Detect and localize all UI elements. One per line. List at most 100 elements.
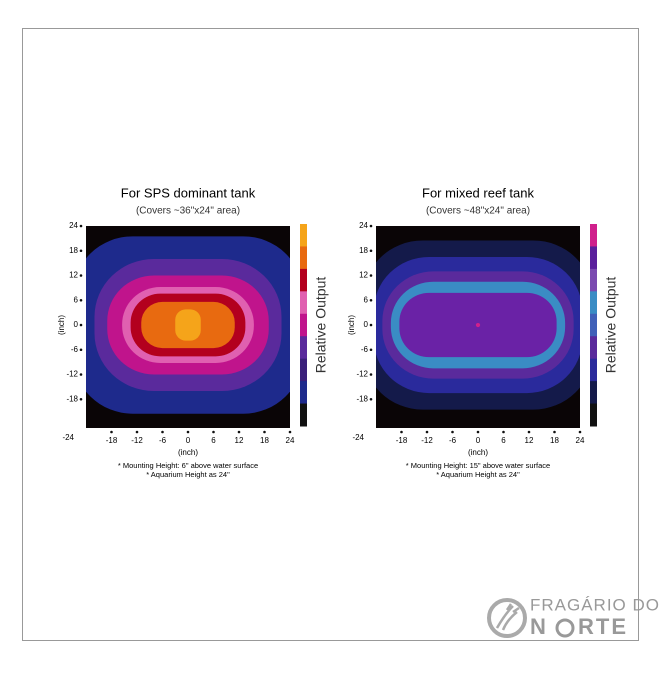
tick-dot [369,348,373,352]
tick-dot [79,274,83,277]
panel-subtitle: (Covers ~36"x24" area) [136,206,240,217]
y-tick-label: -24 [62,433,74,442]
panel-title: For SPS dominant tank [121,185,256,200]
logo-text: N [530,614,548,639]
y-tick-label: 12 [359,271,368,280]
colorbar-segment [590,358,597,382]
colorbar-segment [590,246,597,270]
tick-dot [135,430,139,434]
y-tick-label: 6 [74,295,79,304]
x-tick-label: 0 [186,436,191,445]
tick-dot [451,430,454,434]
tick-dot [369,373,373,376]
tick-dot [578,430,582,434]
y-tick-label: 12 [69,271,78,280]
colorbar-segment [590,291,597,315]
x-tick-label: 6 [501,436,506,445]
colorbar-segment [590,313,597,337]
colorbar-segment [590,403,597,427]
y-tick-label: -18 [66,394,78,403]
colorbar-segment [300,291,307,315]
colorbar-segment [300,246,307,270]
note: * Aquarium Height as 24" [146,470,230,479]
panel-subtitle: (Covers ~48"x24" area) [426,206,530,217]
note: * Mounting Height: 6" above water surfac… [118,461,258,470]
tick-dot [369,397,373,401]
colorbar-segment [300,268,307,292]
note: * Mounting Height: 15" above water surfa… [406,461,550,470]
colorbar-segment [300,224,307,247]
y-tick-label: -12 [356,370,368,379]
x-tick-label: -18 [396,436,408,445]
tick-dot [79,323,83,327]
colorbar-segment [590,336,597,360]
colorbar-segment [300,313,307,337]
colorbar-segment [590,268,597,292]
tick-dot [79,373,83,376]
tick-dot [369,298,373,302]
y-tick-label: 0 [74,320,79,329]
colorbar-label: Relative Output [603,277,619,374]
colorbar-segment [300,336,307,360]
tick-dot [79,298,83,302]
tick-dot [161,430,164,434]
tick-dot [79,249,83,253]
tick-dot [369,224,373,228]
logo-icon [487,598,527,638]
tick-dot [79,224,83,228]
tick-dot [425,430,429,434]
x-tick-label: -12 [131,436,143,445]
tick-dot [186,430,190,434]
logo-o [555,618,575,638]
y-axis-label: (inch) [57,315,66,335]
x-tick-label: 12 [235,436,244,445]
y-tick-label: 24 [69,221,78,230]
plot-area [86,226,290,428]
x-tick-label: 12 [525,436,534,445]
x-axis-label: (inch) [178,448,198,457]
panel-title: For mixed reef tank [422,185,534,200]
tick-dot [212,430,215,434]
frame [22,28,639,641]
y-tick-label: 18 [359,246,368,255]
tick-dot [502,430,505,434]
colorbar-segment [590,381,597,405]
x-tick-label: -18 [106,436,118,445]
x-tick-label: 6 [211,436,216,445]
contour-band [175,309,201,341]
note: * Aquarium Height as 24" [436,470,520,479]
tick-dot [369,249,373,253]
x-tick-label: 0 [476,436,481,445]
tick-dot [476,430,480,434]
contour-panel: For mixed reef tank (Covers ~48"x24" area… [347,185,619,479]
colorbar-label: Relative Output [313,277,329,374]
x-tick-label: -12 [421,436,433,445]
logo-text: FRAGÁRIO DO [530,595,660,614]
x-tick-label: 24 [576,436,585,445]
y-axis-label: (inch) [347,315,356,335]
x-tick-label: 24 [286,436,295,445]
tick-dot [110,430,113,434]
x-tick-label: -6 [449,436,457,445]
y-tick-label: 18 [69,246,78,255]
y-tick-label: -24 [352,433,364,442]
y-tick-label: 24 [359,221,368,230]
colorbar-segment [590,224,597,247]
colorbar-segment [300,358,307,382]
colorbar-segment [300,403,307,427]
tick-dot [237,430,241,434]
logo-coral [495,603,520,631]
x-axis-label: (inch) [468,448,488,457]
tick-dot [288,430,292,434]
contour-band [475,322,481,328]
logo-text: RTE [578,614,628,639]
logo: FRAGÁRIO DO N RTE [487,595,660,639]
y-tick-label: -18 [356,394,368,403]
contour-panel: For SPS dominant tank (Covers ~36"x24" ar… [57,185,329,479]
y-tick-label: 6 [364,295,369,304]
tick-dot [263,430,266,434]
plot-area [376,226,580,428]
tick-dot [369,323,373,327]
x-tick-label: 18 [260,436,269,445]
